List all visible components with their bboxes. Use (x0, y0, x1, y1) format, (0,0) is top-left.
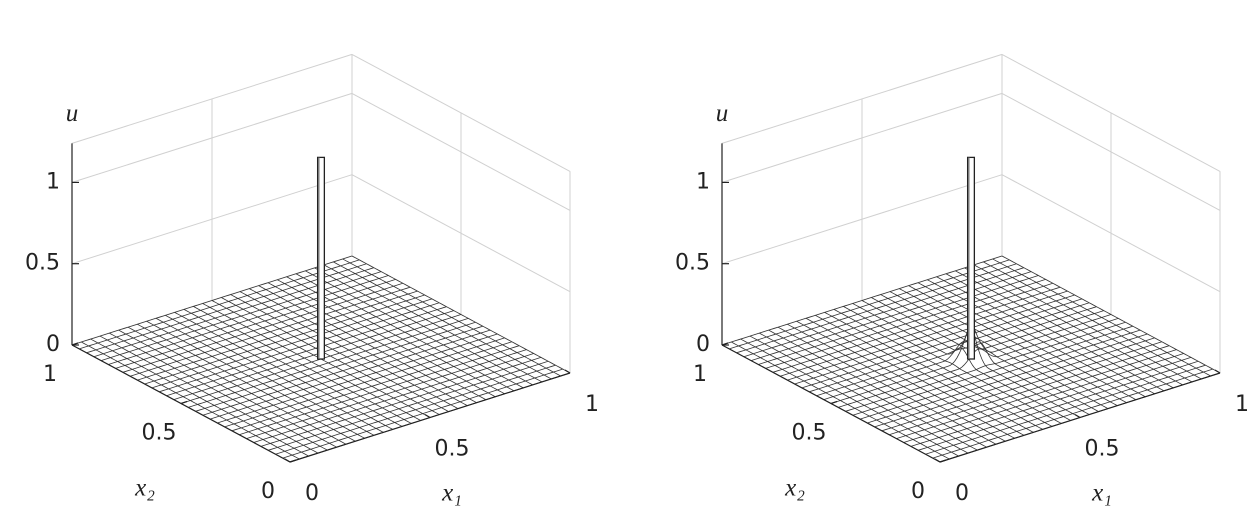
x2-tick-label: 0.5 (142, 421, 177, 446)
peak (316, 156, 326, 360)
mesh-line (79, 259, 360, 350)
mesh-line (729, 259, 1010, 350)
x1-tick-label: 0.5 (1085, 437, 1120, 462)
x1-axis-label: x₁ (1091, 480, 1112, 507)
x2-tick (721, 342, 729, 346)
mesh-line (71, 255, 353, 346)
peak (966, 156, 976, 360)
z-tick-label: 0.5 (675, 251, 710, 276)
x1-tick (934, 458, 941, 463)
mesh-line (333, 261, 552, 380)
z-tick-label: 1 (46, 169, 60, 194)
z-tick-label: 0.5 (25, 251, 60, 276)
mesh-line (758, 275, 1039, 365)
surface-plot: 0 0.5 1 0 0.5 1 0 0.5 1 u x₂ x₁ (25, 53, 599, 507)
x2-tick-label: 1 (43, 362, 57, 387)
mesh-line (973, 264, 1193, 383)
mesh-line (1001, 255, 1221, 374)
x1-tick-label: 1 (1235, 392, 1248, 417)
x2-tick (289, 459, 297, 463)
x1-tick-label: 1 (585, 392, 599, 417)
x1-tick (1074, 413, 1081, 419)
mesh-line (983, 261, 1202, 380)
z-tick-label: 1 (696, 169, 710, 194)
surface-plot: 0 0.5 1 0 0.5 1 0 0.5 1 u x₂ x₁ (675, 53, 1248, 507)
x1-tick (284, 458, 291, 463)
z-tick-label: 0 (696, 332, 710, 357)
mesh-line (100, 271, 382, 361)
mesh-line (750, 271, 1032, 361)
x2-tick-label: 1 (693, 362, 707, 387)
mesh-line (93, 267, 374, 358)
x2-axis-label: x₂ (134, 475, 155, 502)
z-axis-label: u (716, 100, 729, 127)
x1-tick-label: 0.5 (435, 437, 470, 462)
x2-tick-label: 0 (261, 479, 275, 504)
mesh-line (743, 267, 1024, 358)
z-axis-label: u (66, 100, 79, 127)
x1-tick (1214, 369, 1221, 374)
mesh-line (108, 275, 389, 365)
x1-tick-label: 0 (955, 481, 969, 506)
x1-tick (564, 369, 571, 374)
mesh-line (964, 267, 1183, 386)
x1-tick-label: 0 (305, 481, 319, 506)
x2-axis-label: x₂ (784, 475, 805, 502)
mesh-line (992, 258, 1211, 377)
x2-tick (939, 459, 947, 463)
mesh-line (351, 255, 571, 374)
x1-tick (424, 413, 431, 419)
z-tick-label: 0 (46, 332, 60, 357)
x2-tick-label: 0 (911, 479, 925, 504)
x2-tick-label: 0.5 (792, 421, 827, 446)
mesh-line (721, 255, 1003, 346)
x2-tick (180, 400, 188, 405)
x1-axis-label: x₁ (441, 480, 462, 507)
x2-tick (830, 400, 838, 405)
mesh-line (314, 267, 533, 386)
mesh-line (323, 264, 543, 383)
x2-tick (71, 342, 79, 346)
mesh-line (342, 258, 561, 377)
